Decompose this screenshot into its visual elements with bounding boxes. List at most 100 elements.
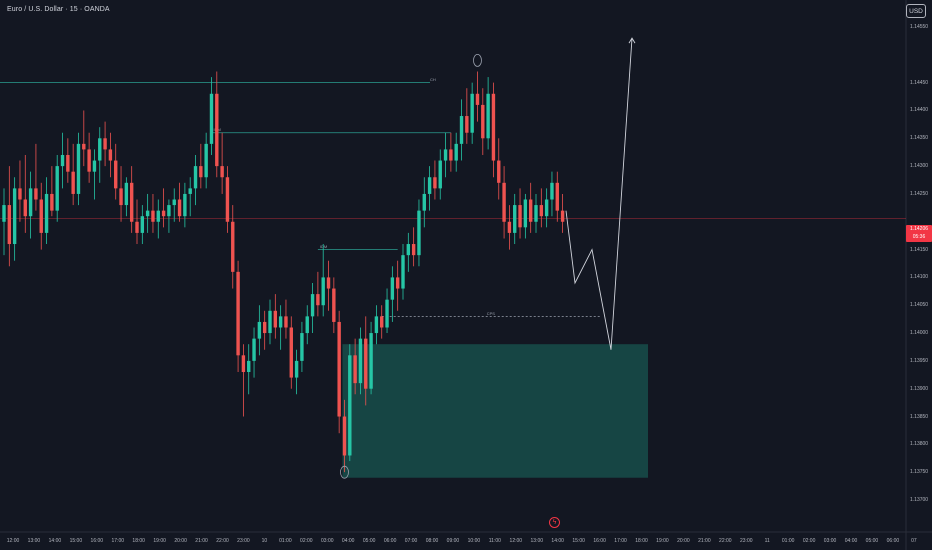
candle-body [12, 188, 17, 245]
candle-body [215, 93, 219, 167]
time-tick-label: 19:00 [656, 538, 669, 544]
time-tick-label: 03:00 [823, 538, 837, 544]
lightning-icon[interactable]: ϟ [549, 517, 560, 528]
time-tick-label: 15:00 [572, 538, 585, 544]
candle-body [23, 199, 27, 217]
candle-body [60, 154, 65, 167]
candle-body [129, 182, 134, 222]
time-tick-label: 05:00 [865, 538, 879, 544]
candle-body [220, 166, 224, 178]
time-tick-label: 22:00 [216, 538, 229, 544]
candle-body [369, 333, 373, 389]
candle-body [34, 188, 38, 200]
candle-body [465, 116, 469, 133]
time-tick-label: 02:00 [802, 538, 816, 544]
time-tick-label: 02:00 [300, 538, 313, 544]
price-tick-label: 1.14450 [910, 79, 929, 86]
time-tick-label: 16:00 [90, 538, 104, 544]
candle-body [528, 199, 533, 222]
bar-countdown: 05:36 [912, 234, 926, 240]
candle-body [28, 188, 33, 217]
candle-body [252, 338, 256, 361]
time-tick-label: 10:00 [467, 538, 481, 544]
time-tick-label: 01:00 [279, 538, 292, 544]
candle-body [385, 299, 389, 328]
candle-body [406, 244, 411, 256]
candle-body [135, 221, 139, 233]
candle-body [177, 199, 182, 217]
price-tick-label: 1.14050 [910, 302, 929, 309]
candle-body [92, 160, 97, 172]
candle-body [390, 277, 395, 300]
candle-body [284, 316, 288, 328]
candle-body [18, 188, 22, 200]
candle-body [401, 255, 405, 289]
candle-body [241, 355, 246, 373]
candle-body [82, 143, 86, 150]
candle-body [534, 205, 538, 222]
price-tick-label: 1.14100 [910, 274, 929, 281]
projection-arrowhead [628, 37, 636, 44]
candle-body [145, 210, 150, 217]
candle-body [470, 93, 474, 133]
time-tick-label: 18:00 [635, 538, 648, 544]
price-tick-label: 1.14400 [910, 107, 929, 114]
candle-body [7, 205, 12, 245]
time-tick-label: 16:00 [593, 538, 606, 544]
candle-body [449, 149, 453, 161]
demand-zone [342, 344, 648, 478]
candle-body [124, 182, 129, 206]
candle-body [539, 205, 544, 217]
time-tick-label: 03:00 [320, 538, 334, 544]
candle-body [183, 193, 187, 217]
candle-body [87, 149, 91, 172]
candle-body [55, 166, 59, 211]
candle-body [151, 210, 155, 222]
candle-body [44, 193, 49, 233]
candle-body [2, 205, 6, 222]
time-tick-label: 21:00 [195, 538, 208, 544]
candle-body [332, 288, 336, 322]
candle-body [438, 160, 442, 189]
candle-body [76, 143, 81, 194]
candle-body [443, 149, 448, 161]
candle-body [50, 193, 54, 211]
candle-body [411, 244, 416, 256]
candle-body [497, 160, 501, 183]
candle-body [273, 310, 278, 328]
candle-body [518, 205, 522, 228]
time-tick-label: 06:00 [383, 538, 397, 544]
time-tick-label: 13:00 [27, 538, 41, 544]
candle-body [316, 294, 320, 306]
time-tick-label: 19:00 [153, 538, 166, 544]
price-tick-label: 1.13900 [910, 385, 929, 392]
candle-body [119, 188, 123, 206]
time-tick-label: 04:00 [341, 538, 355, 544]
candle-body [550, 182, 554, 200]
candle-body [114, 160, 118, 189]
candle-body [167, 205, 171, 217]
candle-body [257, 321, 262, 339]
time-tick-label: 04:00 [844, 538, 858, 544]
time-tick-label: 20:00 [677, 538, 690, 544]
time-tick-label: 20:00 [174, 538, 187, 544]
currency-button[interactable]: USD [906, 4, 926, 18]
structure-level-label: CH [430, 77, 436, 82]
candle-body [71, 171, 75, 194]
time-tick-label: 12:00 [6, 538, 20, 544]
candle-body [348, 355, 352, 456]
price-tick-label: 1.13800 [910, 441, 929, 448]
candle-body [321, 277, 325, 306]
candle-body [326, 277, 331, 289]
time-tick-label: 06:00 [886, 538, 900, 544]
time-tick-label: 11:00 [488, 538, 501, 544]
time-tick-label: 23:00 [739, 538, 753, 544]
price-tick-label: 1.13700 [910, 497, 929, 503]
structure-level-label: CPS [487, 311, 496, 316]
time-tick-label: 08:00 [425, 538, 439, 544]
time-tick-label: 23:00 [237, 538, 250, 544]
time-tick-label: 12:00 [509, 538, 523, 544]
projection-path [565, 38, 633, 350]
